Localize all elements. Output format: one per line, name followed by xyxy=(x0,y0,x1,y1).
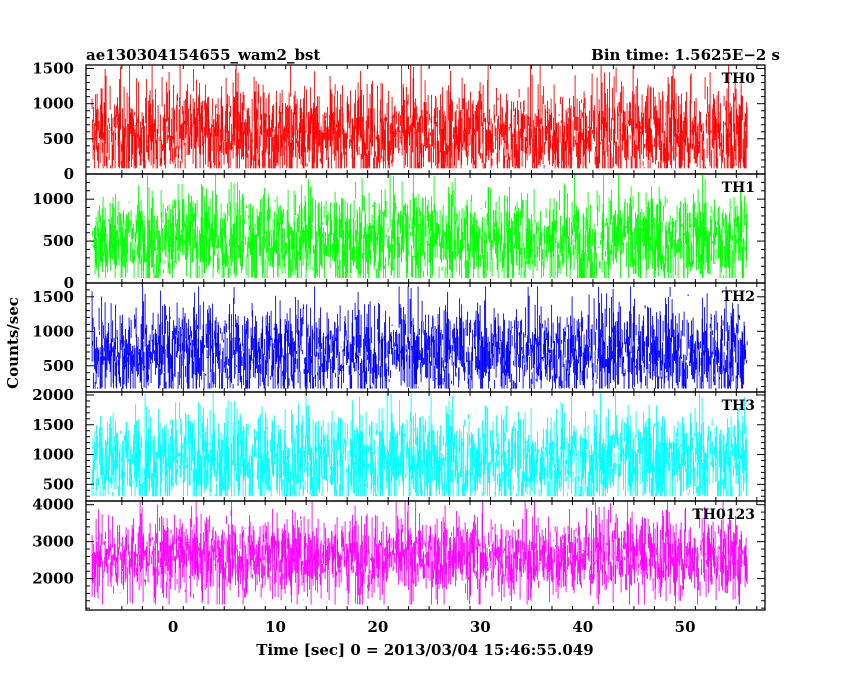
panel-label-th1: TH1 xyxy=(722,180,755,196)
panel-frame xyxy=(85,500,766,611)
x-tick-label: 30 xyxy=(470,618,491,636)
x-tick-label: 0 xyxy=(168,618,178,636)
y-tick-label: 3000 xyxy=(32,533,74,551)
x-axis-label: Time [sec] 0 = 2013/03/04 15:46:55.049 xyxy=(256,641,593,659)
panel-label-th0: TH0 xyxy=(722,71,756,87)
y-axis-label: Counts/sec xyxy=(4,297,22,389)
y-tick-label: 2000 xyxy=(32,386,74,404)
panel-th0123: 2000 3000 4000 TH0123 xyxy=(32,496,766,611)
series-line-th2 xyxy=(91,286,748,389)
panel-th2: 500 1000 1500 TH2 xyxy=(32,282,766,393)
y-tick-label: 0 xyxy=(64,274,74,292)
y-tick-label: 2000 xyxy=(32,570,74,588)
panel-label-th3: TH3 xyxy=(722,398,755,414)
y-tick-label: 0 xyxy=(64,165,74,183)
y-tick-label: 1500 xyxy=(32,416,74,434)
y-tick-label: 500 xyxy=(43,130,74,148)
panel-th0: 0 500 1000 1500 TH0 xyxy=(32,60,766,183)
y-tick-label: 1000 xyxy=(32,95,74,113)
y-tick-label: 500 xyxy=(43,475,74,493)
x-tick-label: 40 xyxy=(572,618,593,636)
panel-label-th0123: TH0123 xyxy=(692,507,755,523)
y-tick-label: 1500 xyxy=(32,288,74,306)
y-tick-label: 1500 xyxy=(32,60,74,78)
y-tick-label: 500 xyxy=(43,357,74,375)
x-axis: 0 10 20 30 40 50 xyxy=(168,618,696,636)
y-tick-label: 1000 xyxy=(32,322,74,340)
panel-th3: 500 1000 1500 2000 TH3 xyxy=(32,386,766,502)
panel-th1: 0 500 1000 TH1 xyxy=(32,173,766,292)
y-tick-label: 4000 xyxy=(32,496,74,514)
panel-label-th2: TH2 xyxy=(722,289,755,305)
x-tick-label: 50 xyxy=(675,618,696,636)
x-tick-label: 20 xyxy=(367,618,388,636)
object-id-title: ae130304154655_wam2_bst xyxy=(86,46,320,64)
series-line-th0 xyxy=(91,65,748,169)
y-tick-label: 1000 xyxy=(32,446,74,464)
series-line-th3 xyxy=(91,392,748,497)
series-line-th0123 xyxy=(91,501,748,605)
panels-group: 0 500 1000 1500 TH0 0 500 1000 TH1 500 1000 1500 TH2… xyxy=(32,60,766,611)
y-tick-label: 1000 xyxy=(32,190,74,208)
x-tick-label: 10 xyxy=(265,618,286,636)
series-line-th1 xyxy=(91,174,748,278)
y-tick-label: 500 xyxy=(43,232,74,250)
bin-time-label: Bin time: 1.5625E−2 s xyxy=(591,46,780,64)
